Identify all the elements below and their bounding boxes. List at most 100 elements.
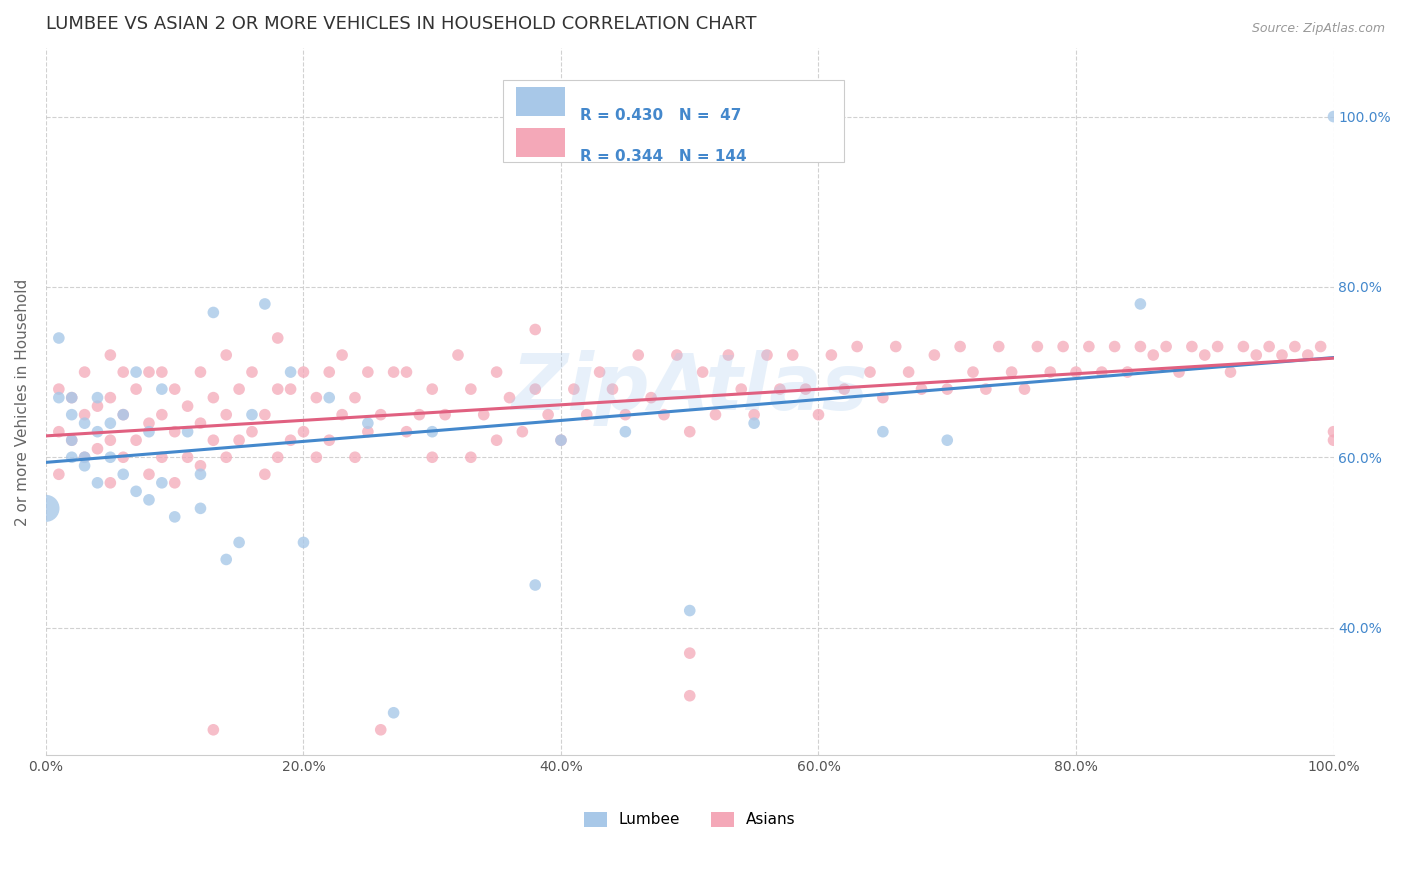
Point: [267, 331, 290, 345]
Point: [575, 408, 598, 422]
Point: [292, 425, 315, 439]
Point: [60, 434, 83, 448]
Point: [1091, 365, 1114, 379]
Point: [679, 689, 702, 703]
Point: [704, 408, 727, 422]
Point: [524, 382, 547, 396]
Point: [138, 425, 160, 439]
Point: [1001, 365, 1024, 379]
Point: [485, 434, 508, 448]
Point: [215, 408, 238, 422]
Point: [280, 382, 302, 396]
Point: [460, 382, 482, 396]
Point: [48, 391, 70, 405]
Point: [125, 382, 148, 396]
Point: [202, 391, 225, 405]
Point: [859, 365, 882, 379]
Point: [897, 365, 920, 379]
Point: [190, 501, 212, 516]
Point: [472, 408, 495, 422]
Point: [163, 425, 186, 439]
Point: [602, 382, 624, 396]
Point: [253, 408, 276, 422]
Point: [60, 408, 83, 422]
Point: [125, 484, 148, 499]
Point: [692, 365, 714, 379]
Point: [782, 348, 804, 362]
Point: [228, 382, 250, 396]
Text: ZipAtlas: ZipAtlas: [512, 350, 869, 425]
Point: [98, 391, 121, 405]
Point: [292, 365, 315, 379]
Point: [190, 416, 212, 430]
Point: [357, 416, 380, 430]
Point: [550, 434, 572, 448]
Point: [962, 365, 984, 379]
Point: [60, 391, 83, 405]
Point: [190, 365, 212, 379]
Point: [138, 492, 160, 507]
Point: [550, 434, 572, 448]
Point: [318, 365, 340, 379]
Point: [420, 425, 443, 439]
Point: [1064, 365, 1087, 379]
Point: [305, 450, 328, 465]
Point: [202, 434, 225, 448]
Point: [1322, 110, 1344, 124]
Point: [382, 365, 405, 379]
Point: [112, 467, 135, 482]
Point: [382, 706, 405, 720]
Point: [240, 425, 263, 439]
Point: [125, 434, 148, 448]
Point: [434, 408, 457, 422]
Legend: Lumbee, Asians: Lumbee, Asians: [578, 805, 801, 834]
Point: [679, 425, 702, 439]
Point: [163, 509, 186, 524]
Point: [228, 434, 250, 448]
Point: [460, 450, 482, 465]
Point: [112, 408, 135, 422]
Text: R = 0.344   N = 144: R = 0.344 N = 144: [581, 149, 747, 164]
Point: [420, 382, 443, 396]
Point: [176, 399, 198, 413]
Point: [60, 434, 83, 448]
Point: [742, 416, 765, 430]
Point: [1258, 339, 1281, 353]
Point: [343, 391, 366, 405]
Point: [910, 382, 932, 396]
Point: [48, 382, 70, 396]
Point: [627, 348, 650, 362]
Point: [98, 434, 121, 448]
Point: [150, 475, 173, 490]
Point: [138, 416, 160, 430]
Point: [742, 408, 765, 422]
Point: [240, 365, 263, 379]
Point: [769, 382, 792, 396]
Point: [1168, 365, 1191, 379]
Point: [240, 408, 263, 422]
Bar: [516, 128, 565, 157]
Point: [73, 450, 96, 465]
Point: [872, 391, 894, 405]
Point: [280, 434, 302, 448]
Y-axis label: 2 or more Vehicles in Household: 2 or more Vehicles in Household: [15, 278, 30, 525]
Point: [1232, 339, 1254, 353]
Point: [614, 425, 637, 439]
Point: [1154, 339, 1177, 353]
Point: [1284, 339, 1306, 353]
Point: [112, 450, 135, 465]
Point: [936, 434, 959, 448]
Point: [60, 450, 83, 465]
Point: [1246, 348, 1268, 362]
Point: [807, 408, 830, 422]
Point: [112, 408, 135, 422]
Point: [112, 365, 135, 379]
Point: [73, 416, 96, 430]
Bar: [516, 87, 565, 116]
Point: [280, 365, 302, 379]
Point: [1206, 339, 1229, 353]
Point: [794, 382, 817, 396]
Point: [665, 348, 688, 362]
Point: [1014, 382, 1036, 396]
Text: Source: ZipAtlas.com: Source: ZipAtlas.com: [1251, 22, 1385, 36]
